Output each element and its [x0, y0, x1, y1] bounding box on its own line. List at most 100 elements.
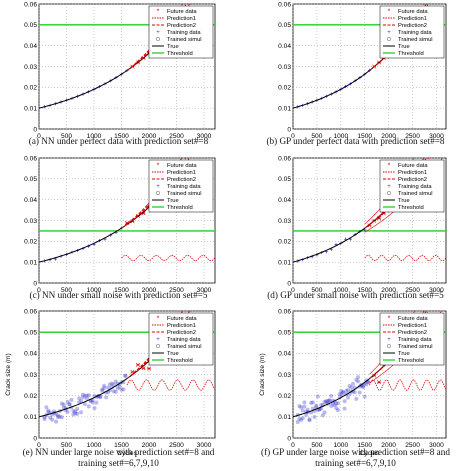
y-tick-label: 0.01: [278, 105, 291, 112]
training-data-point: [117, 384, 122, 389]
y-tick-label: 0.04: [278, 43, 291, 50]
training-data-point: [342, 399, 347, 404]
training-data-point: [319, 403, 324, 408]
panel-c: 0 500 1000 1500 2000 2500 3000 0 0.01 0.02 0.03 0.0…: [24, 155, 216, 294]
training-data-point: [345, 388, 350, 393]
training-data-point: [361, 385, 366, 390]
x-tick-label: 2000: [381, 287, 396, 294]
training-data-point: [123, 373, 128, 378]
training-data-point: [44, 405, 49, 410]
y-tick-label: 0.06: [278, 308, 291, 315]
panel-a: 0 500 1000 1500 2000 2500 3000 0 0.01 0.02 0.03 0.0…: [24, 1, 216, 140]
legend-label: Prediction2: [167, 23, 196, 29]
x-tick-label: 3000: [429, 133, 444, 140]
y-tick-label: 0.05: [24, 22, 37, 29]
training-data-point: [75, 406, 80, 411]
y-tick-label: 0.03: [278, 372, 291, 379]
x-tick-label: 1500: [114, 287, 129, 294]
x-tick-label: 500: [61, 287, 72, 294]
y-tick-label: 0: [33, 280, 37, 287]
legend-label: Future data: [398, 9, 428, 15]
legend-label: Threshold: [167, 358, 193, 364]
training-data-point: [73, 409, 78, 414]
training-data-point: [364, 382, 369, 387]
legend-symbol-training: +: [156, 30, 160, 36]
training-data-point: [309, 400, 314, 405]
x-tick-label: 2500: [169, 133, 184, 140]
training-data-point: [82, 393, 87, 398]
training-data-point: [337, 392, 342, 397]
legend-label: Trained simul: [167, 191, 202, 197]
legend-label: True: [398, 198, 410, 204]
x-tick-label: 0: [37, 133, 41, 140]
y-tick-label: 0.02: [278, 85, 291, 92]
legend-symbol-trained-simul: [387, 344, 391, 348]
training-data-point: [81, 392, 85, 397]
caption-e: (e) NN under large noise with prediction…: [22, 447, 215, 457]
caption-e-line2: training set#=6,7,9,10: [78, 458, 159, 468]
legend-label: Prediction2: [398, 330, 427, 336]
training-data-point: [302, 404, 307, 409]
y-tick-label: 0.02: [24, 85, 37, 92]
legend-label: Prediction2: [398, 177, 427, 183]
legend-label: Threshold: [398, 205, 424, 211]
training-data-point: [111, 389, 116, 394]
legend-label: Future data: [167, 316, 197, 322]
training-data-point: [324, 399, 329, 404]
legend-box: [148, 159, 214, 213]
prediction2-curve: [126, 311, 184, 379]
x-tick-label: 2000: [142, 442, 157, 449]
training-data-point: [71, 412, 76, 417]
training-data-point: [54, 412, 59, 417]
x-tick-label: 1000: [333, 442, 348, 449]
x-tick-label: 1500: [357, 442, 372, 449]
training-data-point: [339, 392, 344, 397]
panel-b: 0 500 1000 1500 2000 2500 3000 0 0.01 0.02 0.03 0.0…: [278, 1, 447, 140]
x-tick-label: 1500: [114, 442, 129, 449]
training-data-point: [90, 400, 95, 405]
training-data-point: [73, 411, 78, 416]
legend-symbol-future: *: [388, 316, 391, 323]
training-data-point: [351, 381, 356, 386]
y-tick-label: 0.01: [24, 105, 37, 112]
y-tick-label: 0.02: [24, 393, 37, 400]
future-data-point: [135, 362, 141, 367]
legend-label: Training data: [167, 184, 201, 190]
legend-symbol-trained-simul: [387, 37, 391, 41]
plot-area: [39, 311, 215, 424]
training-data-point: [100, 388, 105, 393]
y-tick-label: 0.04: [278, 197, 291, 204]
training-data-point: [77, 396, 82, 401]
training-data-point: [65, 399, 70, 404]
training-data-point: [84, 396, 89, 401]
training-data-point: [305, 407, 310, 412]
x-tick-label: 2500: [169, 287, 184, 294]
x-axis-label: Cycles: [360, 450, 380, 457]
legend-label: Prediction1: [167, 16, 196, 22]
legend-box: [379, 312, 445, 366]
legend-label: True: [167, 351, 179, 357]
x-axis-label: Cycles: [117, 450, 137, 457]
training-data-point: [297, 404, 302, 409]
legend-label: Prediction2: [167, 177, 196, 183]
legend-label: Trained simul: [398, 37, 433, 43]
training-data-point: [94, 400, 99, 405]
training-data-point: [50, 417, 55, 422]
x-tick-label: 3000: [429, 287, 444, 294]
legend-label: Trained simul: [398, 191, 433, 197]
training-data-point: [339, 389, 344, 394]
legend-label: Future data: [398, 316, 428, 322]
prediction1-curve: [121, 254, 215, 262]
x-tick-label: 2500: [405, 442, 420, 449]
x-tick-label: 1000: [333, 287, 348, 294]
x-tick-label: 500: [61, 442, 72, 449]
panel-d: 0 500 1000 1500 2000 2500 3000 0 0.01 0.02 0.03 0.0…: [278, 155, 447, 294]
training-data-point: [329, 393, 334, 398]
training-data-point: [357, 390, 362, 395]
y-tick-label: 0.06: [278, 1, 291, 8]
caption-d: (d) GP under small noise with prediction…: [267, 290, 444, 300]
training-data-point: [46, 410, 51, 415]
legend-symbol-training: +: [387, 184, 391, 190]
training-data-point: [119, 387, 124, 392]
y-tick-label: 0.02: [278, 239, 291, 246]
